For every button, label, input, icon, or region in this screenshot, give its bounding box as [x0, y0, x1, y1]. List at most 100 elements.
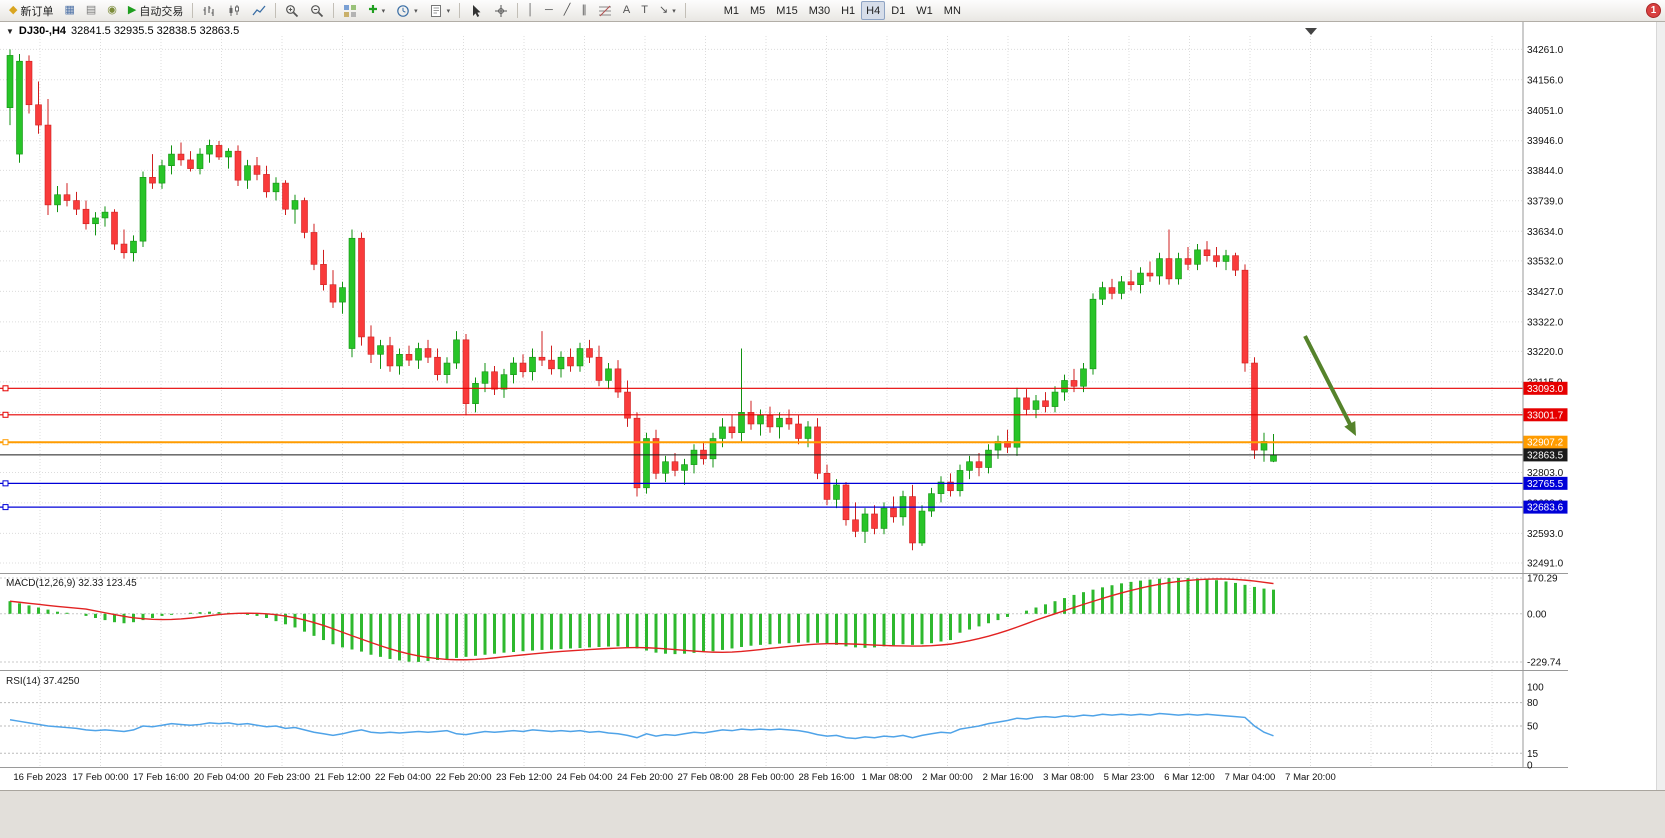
- line-handle[interactable]: [2, 439, 9, 446]
- new-order-icon: ◆: [9, 4, 18, 16]
- line-handle[interactable]: [2, 411, 9, 418]
- bearish-candle: [35, 104, 42, 126]
- bullish-candle: [453, 339, 460, 364]
- bearish-candle: [947, 481, 954, 492]
- chart-canvas[interactable]: 34261.0 34156.0 34051.0 33946.0 33844.0 33739…: [0, 22, 1568, 790]
- fibonacci-tool-button[interactable]: [593, 1, 617, 20]
- vertical-scrollbar[interactable]: [1656, 22, 1665, 790]
- chart-symbol-label: DJ30-,H4: [18, 25, 66, 37]
- bearish-candle: [358, 237, 365, 338]
- bullish-candle: [130, 240, 137, 254]
- window-footer: [0, 790, 1665, 838]
- text-tool-button[interactable]: A: [618, 1, 635, 20]
- cursor-button[interactable]: [464, 1, 488, 20]
- bearish-candle: [852, 519, 859, 532]
- line-handle[interactable]: [2, 385, 9, 392]
- timeframe-button-D1[interactable]: D1: [886, 1, 910, 20]
- bullish-candle: [1080, 368, 1087, 387]
- chart-line-button[interactable]: [247, 1, 271, 20]
- bearish-candle: [871, 513, 878, 529]
- periods-button[interactable]: ▾: [391, 1, 423, 20]
- bearish-candle: [842, 484, 850, 521]
- macd-axis-label: 170.29: [1527, 574, 1558, 585]
- bearish-candle: [1070, 380, 1078, 387]
- zoom-out-button[interactable]: [305, 1, 329, 20]
- timeframe-button-M15[interactable]: M15: [771, 1, 802, 20]
- arrows-tool-button[interactable]: ↘ ▾: [654, 1, 681, 20]
- templates-button[interactable]: ▾: [424, 1, 456, 20]
- bullish-candle: [1051, 391, 1059, 407]
- one-click-trading-arrow-icon[interactable]: ▼: [6, 26, 14, 36]
- bullish-candle: [738, 412, 745, 433]
- bearish-candle: [120, 243, 128, 254]
- timeframe-button-M30[interactable]: M30: [804, 1, 835, 20]
- timeframe-button-H4[interactable]: H4: [861, 1, 886, 20]
- timeframe-button-M1[interactable]: M1: [719, 1, 744, 20]
- bullish-candle: [804, 426, 812, 439]
- timeframe-button-W1[interactable]: W1: [911, 1, 938, 20]
- price-axis-label: 33844.0: [1527, 166, 1564, 177]
- timeframe-button-H1[interactable]: H1: [836, 1, 860, 20]
- bearish-candle: [177, 153, 185, 161]
- notification-badge[interactable]: 1: [1646, 3, 1661, 18]
- auto-trading-button[interactable]: ▶ 自动交易: [123, 1, 188, 20]
- magnifier-minus-icon: [311, 4, 324, 17]
- time-axis-label: 22 Feb 20:00: [436, 772, 492, 783]
- trendline-tool-button[interactable]: ╱: [559, 1, 576, 20]
- horizontal-line-tool-button[interactable]: ─: [540, 1, 558, 20]
- autoscroll-marker-icon[interactable]: [1305, 28, 1317, 35]
- tile-windows-button[interactable]: [338, 1, 362, 20]
- timeframe-button-MN[interactable]: MN: [939, 1, 966, 20]
- toolbar-separator: [684, 3, 686, 18]
- bullish-candle: [16, 60, 23, 155]
- bullish-candle: [690, 449, 698, 465]
- time-axis: 16 Feb 2023 17 Feb 00:00 17 Feb 16:00 20 Fe…: [13, 772, 1336, 783]
- label-tool-button[interactable]: T: [636, 1, 653, 20]
- crosshair-button[interactable]: [489, 1, 513, 20]
- vertical-line-tool-button[interactable]: │: [522, 1, 539, 20]
- chart-bars-button[interactable]: [197, 1, 221, 20]
- line-handle[interactable]: [2, 480, 9, 487]
- bullish-candle: [54, 194, 61, 206]
- price-axis-label: 34051.0: [1527, 106, 1564, 117]
- bearish-candle: [909, 496, 916, 544]
- price-axis-label: 33220.0: [1527, 347, 1564, 358]
- channel-icon: ∥: [581, 4, 587, 16]
- bearish-candle: [586, 348, 593, 358]
- bearish-candle: [624, 391, 631, 419]
- data-window-button[interactable]: ▤: [81, 1, 101, 20]
- rsi-axis-label: 50: [1527, 722, 1539, 733]
- price-tag: [1523, 408, 1568, 422]
- price-axis-label: 33946.0: [1527, 136, 1564, 147]
- down-arrow-annotation[interactable]: [1303, 335, 1355, 430]
- clock-icon: [397, 4, 409, 17]
- time-axis-label: 28 Feb 16:00: [799, 772, 855, 783]
- chart-candles-button[interactable]: [222, 1, 246, 20]
- market-watch-button[interactable]: ▦: [59, 1, 79, 20]
- bearish-candle: [386, 345, 394, 367]
- bullish-candle: [1175, 258, 1182, 280]
- channel-tool-button[interactable]: ∥: [576, 1, 592, 20]
- bearish-candle: [614, 368, 622, 393]
- market-watch-icon: ▦: [64, 4, 75, 16]
- data-window-icon: ▤: [85, 4, 97, 16]
- bullish-candle: [1194, 249, 1201, 265]
- bullish-candle: [1099, 287, 1106, 300]
- zoom-in-button[interactable]: [280, 1, 304, 20]
- new-order-button[interactable]: ◆ 新订单: [4, 1, 58, 20]
- chart-ohlc-label: 32841.5 32935.5 32838.5 32863.5: [71, 25, 240, 37]
- time-axis-label: 27 Feb 08:00: [678, 772, 734, 783]
- candlestick-chart-icon: [229, 4, 240, 16]
- navigator-button[interactable]: ◉: [102, 1, 122, 20]
- bearish-candle: [538, 356, 546, 361]
- bullish-candle: [1270, 454, 1277, 462]
- indicators-button[interactable]: ✚ ▾: [363, 1, 390, 20]
- bearish-candle: [814, 426, 821, 474]
- bearish-candle: [548, 359, 555, 370]
- trendline-icon: ╱: [563, 4, 571, 16]
- bullish-candle: [1089, 298, 1097, 370]
- line-handle[interactable]: [2, 504, 9, 511]
- bearish-candle: [82, 208, 90, 225]
- bearish-candle: [215, 145, 223, 158]
- timeframe-button-M5[interactable]: M5: [745, 1, 770, 20]
